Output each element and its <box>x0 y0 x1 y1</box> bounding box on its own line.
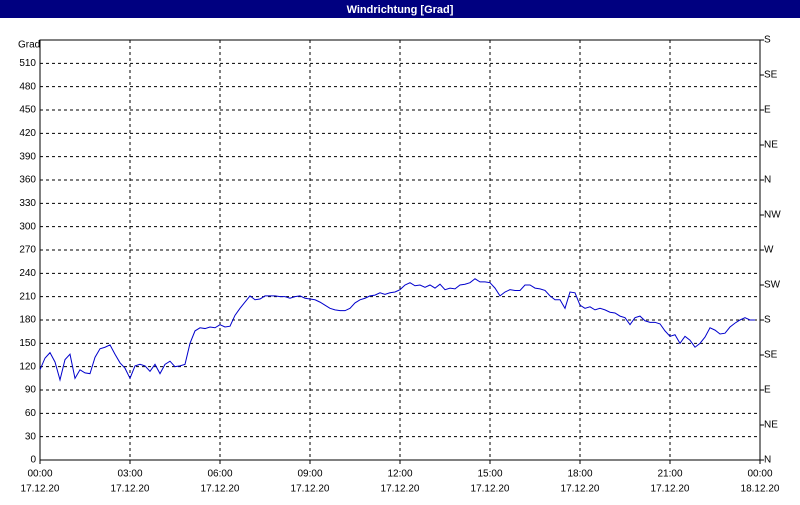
x-tick-label: 12:00 <box>387 469 412 480</box>
y-axis-label: Grad <box>18 40 40 51</box>
x-tick-label: 18:00 <box>567 469 592 480</box>
y-tick-label: 60 <box>25 408 37 419</box>
y2-tick-label: W <box>764 245 774 256</box>
y-tick-label: 30 <box>25 431 37 442</box>
y-tick-label: 330 <box>19 198 36 209</box>
y2-tick-label: NE <box>764 140 778 151</box>
y2-tick-label: S <box>764 35 771 46</box>
y-tick-label: 150 <box>19 338 36 349</box>
y-tick-label: 0 <box>30 455 36 466</box>
y-tick-label: 180 <box>19 315 36 326</box>
y2-tick-label: SW <box>764 280 781 291</box>
y-tick-label: 450 <box>19 105 36 116</box>
y2-tick-label: NE <box>764 420 778 431</box>
y-tick-label: 510 <box>19 58 36 69</box>
x-tick-label: 06:00 <box>207 469 232 480</box>
x-tick-date: 17.12.20 <box>291 484 330 495</box>
x-tick-date: 17.12.20 <box>651 484 690 495</box>
x-tick-label: 03:00 <box>117 469 142 480</box>
y-tick-label: 300 <box>19 221 36 232</box>
y2-tick-label: E <box>764 385 771 396</box>
y-tick-label: 240 <box>19 268 36 279</box>
y2-tick-label: S <box>764 315 771 326</box>
y-tick-label: 270 <box>19 245 36 256</box>
x-tick-date: 17.12.20 <box>201 484 240 495</box>
y-tick-label: 210 <box>19 291 36 302</box>
y-tick-label: 480 <box>19 81 36 92</box>
y2-tick-label: N <box>764 455 771 466</box>
x-tick-label: 21:00 <box>657 469 682 480</box>
chart-title: Windrichtung [Grad] <box>347 4 454 16</box>
x-tick-label: 00:00 <box>27 469 52 480</box>
x-tick-date: 17.12.20 <box>561 484 600 495</box>
x-tick-date: 17.12.20 <box>381 484 420 495</box>
x-tick-date: 17.12.20 <box>471 484 510 495</box>
x-tick-date: 18.12.20 <box>741 484 780 495</box>
x-tick-label: 00:00 <box>747 469 772 480</box>
y2-tick-label: E <box>764 105 771 116</box>
y-tick-label: 120 <box>19 361 36 372</box>
x-tick-date: 17.12.20 <box>21 484 60 495</box>
line-series <box>39 278 755 382</box>
y2-tick-label: N <box>764 175 771 186</box>
y-tick-label: 390 <box>19 151 36 162</box>
y2-tick-label: NW <box>764 210 781 221</box>
x-tick-date: 17.12.20 <box>111 484 150 495</box>
y2-tick-label: SE <box>764 70 778 81</box>
title-bar <box>0 0 800 18</box>
y-tick-label: 360 <box>19 175 36 186</box>
y-tick-label: 420 <box>19 128 36 139</box>
y2-tick-label: SE <box>764 350 778 361</box>
x-tick-label: 15:00 <box>477 469 502 480</box>
x-tick-label: 09:00 <box>297 469 322 480</box>
y-tick-label: 90 <box>25 385 37 396</box>
